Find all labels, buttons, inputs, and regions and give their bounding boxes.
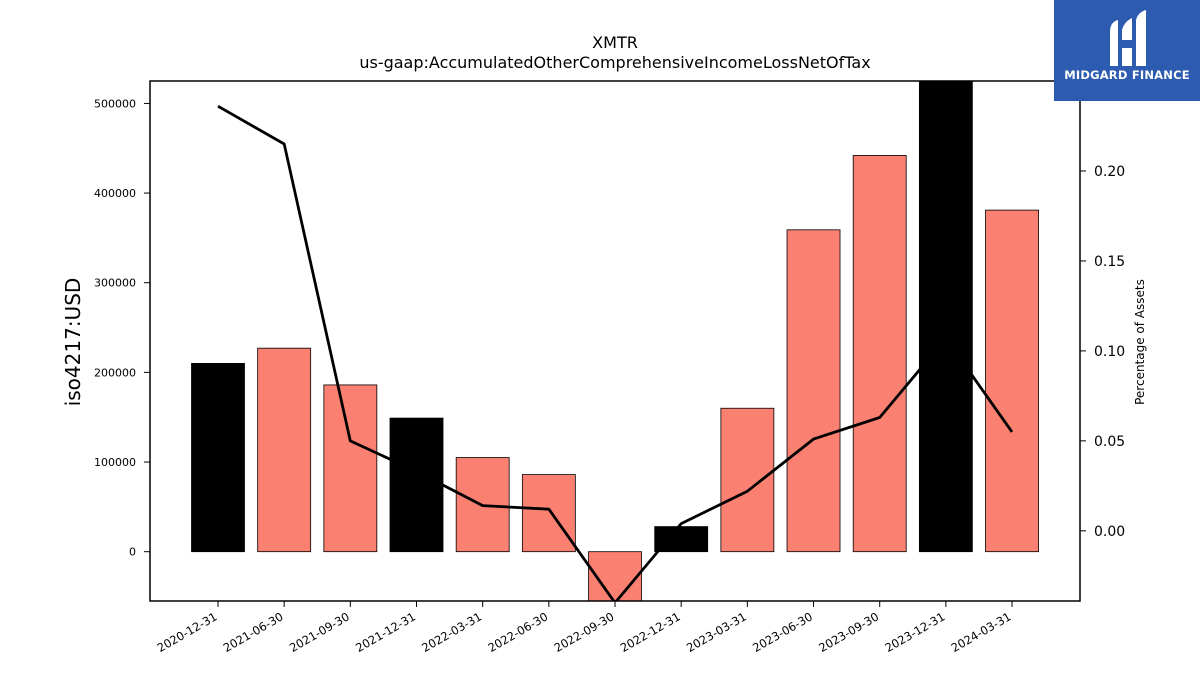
y2-axis: 0.00 0.05 0.10 0.15 0.20 <box>1080 164 1125 540</box>
x-tick-label: 2022-06-30 <box>485 609 550 655</box>
percentage-line-series <box>217 104 1014 601</box>
percentage-line <box>217 104 1014 601</box>
y2-tick-label: 0.10 <box>1094 344 1125 360</box>
x-tick-label: 2022-12-31 <box>618 609 683 655</box>
x-tick-label: 2021-09-30 <box>287 609 352 655</box>
bar-series <box>191 80 1039 602</box>
bar <box>521 474 576 553</box>
y-tick-label: 400000 <box>94 187 136 200</box>
bar <box>323 384 378 553</box>
bar <box>786 229 841 553</box>
x-tick-label: 2021-06-30 <box>221 609 286 655</box>
logo-text: MIDGARD FINANCE <box>1064 68 1190 82</box>
midgard-finance-logo: MIDGARD FINANCE <box>1054 0 1200 101</box>
x-tick-label: 2020-12-31 <box>155 609 220 655</box>
y-tick-label: 200000 <box>94 366 136 379</box>
bar <box>852 155 907 553</box>
y-tick-label: 0 <box>129 546 136 559</box>
bar <box>257 347 312 553</box>
x-tick-label: 2023-03-31 <box>684 609 749 655</box>
plot-frame <box>149 80 1081 602</box>
y2-tick-label: 0.20 <box>1094 164 1125 180</box>
y2-tick-label: 0.05 <box>1094 434 1125 450</box>
y2-tick-label: 0.00 <box>1094 524 1125 540</box>
chart-subtitle: us-gaap:AccumulatedOtherComprehensiveInc… <box>359 53 870 72</box>
y-axis-label: iso4217:USD <box>61 278 85 407</box>
x-axis: 2020-12-31 2021-06-30 2021-09-30 2021-12-31… <box>155 601 1014 655</box>
y-tick-label: 500000 <box>94 97 136 110</box>
x-tick-label: 2022-03-31 <box>419 609 484 655</box>
x-tick-label: 2022-09-30 <box>552 609 617 655</box>
bar <box>985 209 1039 553</box>
y2-tick-label: 0.15 <box>1094 254 1125 270</box>
bar <box>720 407 775 553</box>
y-tick-label: 300000 <box>94 277 136 290</box>
bar <box>389 417 444 553</box>
x-tick-label: 2023-09-30 <box>816 609 881 655</box>
bar <box>654 526 709 553</box>
x-tick-label: 2024-03-31 <box>949 609 1014 655</box>
x-tick-label: 2023-12-31 <box>882 609 947 655</box>
bar <box>918 80 973 553</box>
x-tick-label: 2023-06-30 <box>750 609 815 655</box>
midgard-logo-mark-icon <box>1110 10 1146 66</box>
bar <box>191 363 245 553</box>
y2-axis-label: Percentage of Assets <box>1133 279 1147 405</box>
chart-title: XMTR <box>592 33 638 52</box>
y-axis: 0 100000 200000 300000 400000 500000 <box>94 97 150 559</box>
y-tick-label: 100000 <box>94 456 136 469</box>
x-tick-label: 2021-12-31 <box>353 609 418 655</box>
